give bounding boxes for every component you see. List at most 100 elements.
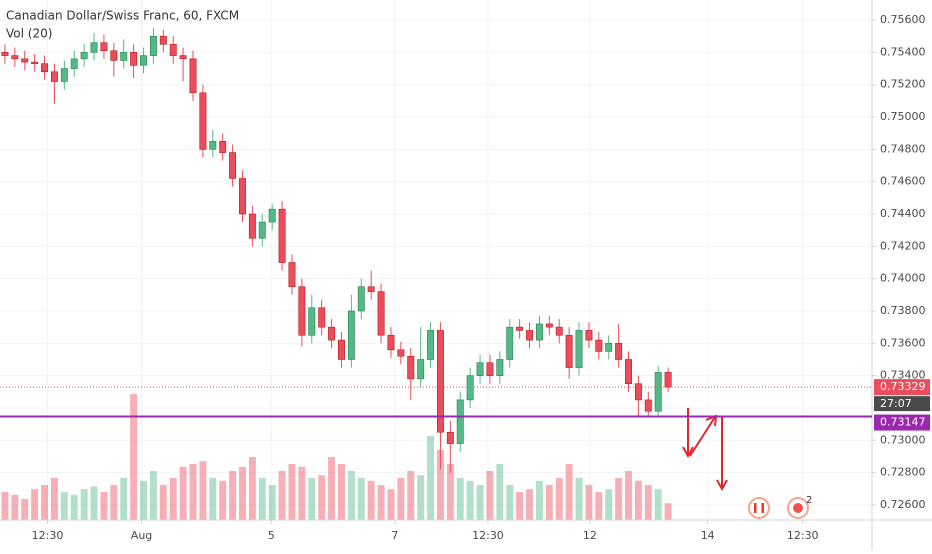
candle-body [595,339,603,352]
x-tick-label: 12:30 [32,529,64,542]
x-tick-label: 12 [583,529,597,542]
candle-body [318,307,326,328]
level-price-box [874,414,930,431]
candle-body [31,61,39,64]
event-count: 2 [806,495,812,506]
candle-body [476,362,484,376]
volume-bar [545,485,553,520]
volume-bar [427,436,435,520]
candle-body [427,330,435,360]
y-tick-label: 0.72600 [880,498,926,511]
y-tick-label: 0.73800 [880,304,926,317]
y-tick-label: 0.75400 [880,45,926,58]
volume-bar [328,457,336,520]
event-icons[interactable] [748,497,809,519]
y-tick-label: 0.74600 [880,175,926,188]
volume-bar [377,485,385,520]
volume-bar [110,485,118,520]
volume-bar [209,478,217,520]
candle-body [100,42,108,52]
candle-body [535,323,543,341]
volume-bar [486,471,494,520]
volume-bar [50,478,58,520]
volume-bar [70,494,78,520]
volume-bar [436,450,444,520]
y-tick-label: 0.73400 [880,369,926,382]
candle-body [308,307,316,336]
candle-body [357,286,365,312]
y-tick-label: 0.75000 [880,110,926,123]
volume-bar [80,489,88,520]
candle-body [615,343,623,360]
candle-body [516,326,524,331]
volume-bar [248,457,256,520]
volume-bar [1,492,9,520]
candle-body [149,35,157,56]
candle-body [11,55,19,60]
volume-bar [664,503,672,520]
volume-bar [308,478,316,520]
countdown-box [874,396,930,412]
candle-body [634,383,642,401]
y-tick-label: 0.74800 [880,142,926,155]
volume-bar [100,492,108,520]
volume-bar [654,489,662,520]
candle-body [436,330,444,433]
candle-body [654,372,662,412]
candle-body [456,399,464,444]
y-tick-label: 0.74200 [880,239,926,252]
volume-bar [506,485,514,520]
candle-body [328,326,336,341]
candle-body [644,399,652,412]
candle-body [585,330,593,341]
volume-bar [60,492,68,520]
candle-body [239,178,246,215]
volume-bar [555,478,563,520]
x-tick-label: 12:30 [472,529,504,542]
volume-bar [446,464,454,520]
candle-body [219,140,227,153]
level-price-label: 0.73147 [880,416,926,429]
candle-body [377,291,385,336]
candle-body [189,58,197,94]
x-tick-label: Aug [131,529,152,542]
candle-body [367,286,375,292]
candle-body [179,55,187,60]
volume-bar [516,492,524,520]
volume-bar [130,394,138,520]
volume-bar [298,466,306,520]
candle-body [486,362,494,376]
candle-body [169,43,177,56]
volume-bar [466,480,474,520]
volume-bar [625,471,632,520]
volume-bar [140,480,147,520]
volume-bar [397,478,405,520]
volume-bar [417,475,425,520]
volume-bar [21,499,29,520]
volume-bar [338,464,345,520]
volume-bar [90,486,98,520]
candle-body [545,323,553,328]
y-tick-label: 0.74400 [880,207,926,220]
volume-bar [239,466,246,520]
candle-body [288,262,296,288]
volume-bar [605,489,613,520]
candle-body [159,35,167,45]
volume-bar [318,475,326,520]
volume-bar [526,489,533,520]
chart-subtitle: Vol (20) [6,27,52,41]
chart-title: Canadian Dollar/Swiss Franc, 60, FXCM [6,9,239,23]
candle-body [565,334,573,368]
candle-body [347,310,355,360]
y-tick-label: 0.73000 [880,433,926,446]
volume-bar [120,478,128,520]
candle-body [446,431,454,444]
volume-bar [575,478,583,520]
x-tick-label: 14 [701,529,715,542]
volume-bar [585,485,593,520]
candle-body [248,213,256,239]
volume-bar [496,464,504,520]
candle-body [70,58,78,69]
countdown-label: 27:07 [880,397,912,410]
candle-body [338,339,345,360]
